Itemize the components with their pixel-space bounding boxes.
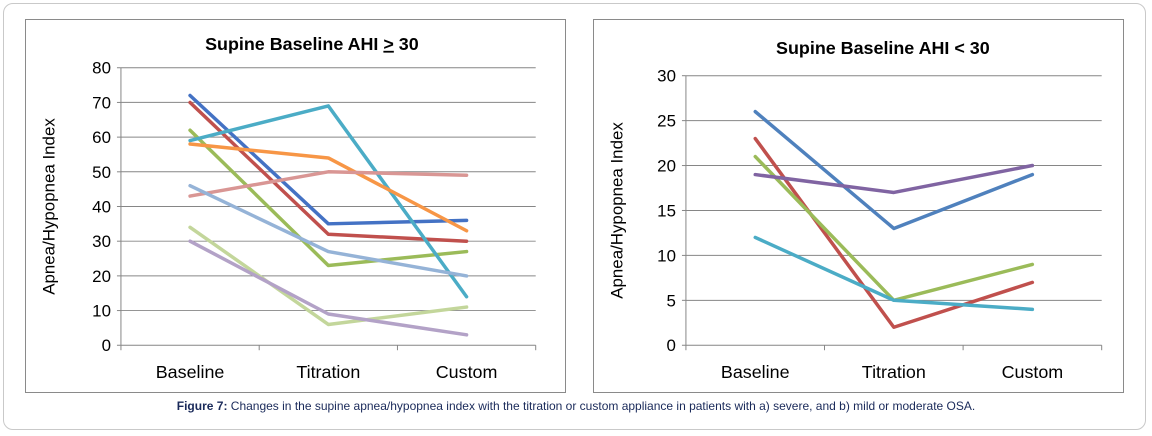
y-tick-label: 10 — [657, 246, 676, 265]
y-tick-label: 0 — [667, 336, 676, 355]
x-tick-label: Baseline — [156, 362, 225, 382]
series-line-2 — [753, 136, 1035, 329]
caption-text: Changes in the supine apnea/hypopnea ind… — [227, 399, 976, 413]
chart-severe: Supine Baseline AHI > 30 0 10 20 30 40 50 60 70 8… — [39, 34, 537, 382]
y-tick-label: 50 — [92, 163, 111, 182]
series-line-7 — [188, 183, 469, 278]
y-axis-label: Apnea/Hypopnea Index — [39, 118, 58, 295]
y-tick-label: 30 — [92, 232, 111, 251]
y-tick-label: 0 — [102, 336, 111, 355]
y-tick-label: 70 — [92, 93, 111, 112]
series-line-9 — [188, 239, 469, 337]
series-line-8 — [188, 225, 469, 327]
series-line-4 — [753, 163, 1035, 195]
series-line-4 — [188, 104, 469, 299]
y-tick-label: 20 — [92, 267, 111, 286]
series-line-2 — [188, 100, 469, 243]
x-tick-label: Custom — [436, 362, 498, 382]
y-tick-label: 15 — [657, 201, 676, 220]
chart-title: Supine Baseline AHI < 30 — [776, 38, 990, 58]
y-tick-label: 30 — [657, 67, 676, 86]
chart-title-prefix: Supine Baseline AHI — [205, 34, 383, 54]
chart-panel-severe: Supine Baseline AHI > 30 0 10 20 30 40 50 60 70 8… — [25, 19, 566, 393]
x-tick-label: Titration — [862, 362, 926, 382]
series-line-5 — [753, 235, 1035, 312]
x-tick-label: Titration — [296, 362, 360, 382]
chart-title: Supine Baseline AHI > 30 — [205, 34, 419, 54]
y-tick-label: 40 — [92, 197, 111, 216]
caption-label: Figure 7: — [176, 399, 228, 413]
figure-caption: Figure 7: Changes in the supine apnea/hy… — [0, 399, 1152, 413]
chart-title-suffix: 30 — [394, 34, 419, 54]
series-line-1 — [753, 109, 1035, 231]
y-tick-label: 80 — [92, 59, 111, 78]
x-tick-label: Baseline — [721, 362, 790, 382]
series-line-5 — [188, 142, 469, 233]
y-tick-label: 60 — [92, 128, 111, 147]
x-tick-label: Custom — [1002, 362, 1064, 382]
chart-mild-moderate: Supine Baseline AHI < 30 0 5 10 15 20 25 30 Base… — [607, 38, 1103, 382]
y-tick-label: 25 — [657, 112, 676, 131]
y-axis-label: Apnea/Hypopnea Index — [607, 122, 626, 299]
series-line-1 — [188, 93, 469, 226]
y-tick-label: 20 — [657, 157, 676, 176]
y-tick-label: 5 — [667, 291, 676, 310]
series-line-3 — [188, 128, 469, 268]
chart-panel-mild-moderate: Supine Baseline AHI < 30 0 5 10 15 20 25 30 Base… — [593, 19, 1124, 393]
series-line-6 — [188, 170, 469, 198]
chart-title-symbol: > — [383, 34, 393, 54]
y-tick-label: 10 — [92, 302, 111, 321]
